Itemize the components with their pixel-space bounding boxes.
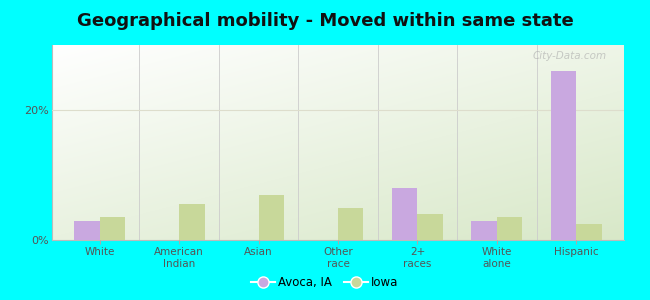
Bar xyxy=(99,217,125,240)
Bar xyxy=(259,194,284,240)
Text: City-Data.com: City-Data.com xyxy=(533,51,607,61)
Bar xyxy=(338,208,363,240)
Bar xyxy=(74,220,99,240)
Bar xyxy=(471,220,497,240)
Legend: Avoca, IA, Iowa: Avoca, IA, Iowa xyxy=(246,272,404,294)
Bar xyxy=(417,214,443,240)
Bar xyxy=(497,217,523,240)
Bar xyxy=(577,224,602,240)
Bar xyxy=(392,188,417,240)
Text: Geographical mobility - Moved within same state: Geographical mobility - Moved within sam… xyxy=(77,12,573,30)
Bar xyxy=(551,71,577,240)
Bar xyxy=(179,204,205,240)
